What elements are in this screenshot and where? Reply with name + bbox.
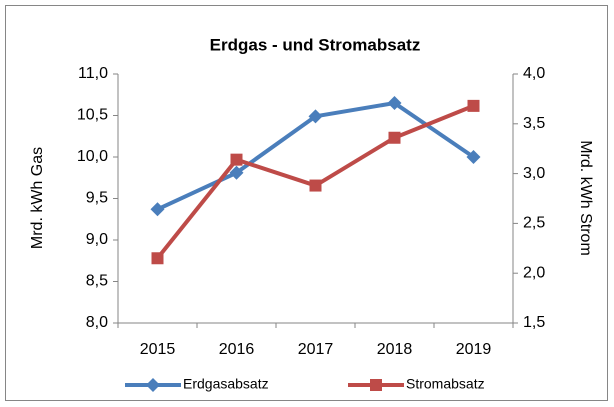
data-point xyxy=(150,202,165,217)
y2-tick-label: 2,0 xyxy=(523,264,545,281)
y-tick-label: 9,5 xyxy=(86,190,108,207)
data-point xyxy=(230,153,243,166)
y2-tick-label: 2,5 xyxy=(523,215,545,232)
x-tick-label: 2017 xyxy=(298,341,334,358)
chart-title: Erdgas - und Stromabsatz xyxy=(210,35,421,54)
data-point xyxy=(308,109,323,124)
data-point xyxy=(387,96,402,111)
x-tick-label: 2018 xyxy=(377,341,413,358)
y-tick-label: 8,0 xyxy=(86,314,108,331)
chart-frame xyxy=(5,5,608,401)
x-tick-label: 2019 xyxy=(456,341,492,358)
legend-marker xyxy=(146,378,160,392)
y-tick-label: 8,5 xyxy=(86,273,108,290)
data-point xyxy=(229,165,244,180)
x-tick-label: 2015 xyxy=(140,341,176,358)
y2-tick-label: 4,0 xyxy=(523,65,545,82)
y2-tick-label: 1,5 xyxy=(523,314,545,331)
y-tick-label: 11,0 xyxy=(78,65,108,82)
y-tick-label: 9,0 xyxy=(86,231,108,248)
y-axis-label: Mrd. kWh Gas xyxy=(29,147,46,249)
data-point xyxy=(388,131,401,144)
y2-tick-label: 3,5 xyxy=(523,115,545,132)
x-tick-label: 2016 xyxy=(219,341,255,358)
y2-axis-label: Mrd. kWh Strom xyxy=(577,140,594,256)
data-point xyxy=(467,99,480,112)
y-tick-label: 10,0 xyxy=(77,148,108,165)
data-point xyxy=(309,179,322,192)
y2-tick-label: 3,0 xyxy=(523,165,545,182)
data-point xyxy=(466,150,481,164)
y-tick-label: 10,5 xyxy=(77,107,108,124)
legend-label: Erdgasabsatz xyxy=(183,376,269,392)
legend-marker xyxy=(370,379,382,391)
data-point xyxy=(151,252,164,265)
legend-label: Stromabsatz xyxy=(406,376,485,392)
